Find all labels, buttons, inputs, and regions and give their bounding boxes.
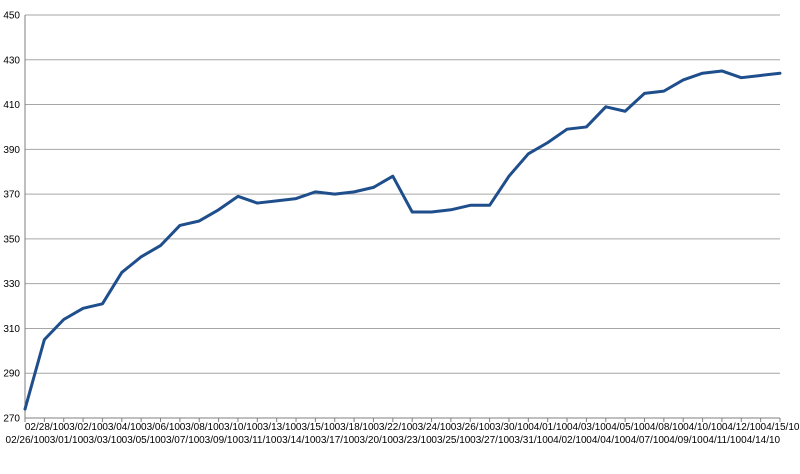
data-point (565, 127, 569, 131)
data-point (314, 190, 317, 194)
x-tick-label: 03/18/10 (335, 422, 374, 433)
y-tick-label: 310 (3, 324, 20, 335)
x-tick-label: 03/17/10 (315, 435, 354, 446)
data-point (527, 152, 530, 156)
gridlines (25, 14, 780, 419)
data-point (410, 210, 414, 214)
data-point (643, 92, 646, 95)
x-tick-label: 03/24/10 (412, 422, 451, 433)
data-point (740, 76, 743, 79)
data-point (236, 195, 240, 198)
x-tick-label: 04/01/10 (528, 422, 567, 433)
y-tick-label: 410 (3, 100, 20, 111)
y-tick-label: 350 (3, 234, 20, 245)
data-point (720, 69, 724, 73)
x-tick-label: 03/14/10 (277, 435, 316, 446)
y-tick-label: 450 (3, 11, 20, 22)
x-tick-label: 04/04/10 (586, 435, 625, 446)
data-point (294, 197, 298, 200)
data-point (43, 338, 46, 341)
data-point (62, 318, 65, 321)
data-point (759, 74, 762, 77)
data-point (391, 175, 395, 178)
data-point (333, 192, 336, 196)
data-point (178, 224, 182, 227)
x-tick-label: 03/23/10 (393, 435, 432, 446)
x-tick-label: 04/15/10 (761, 422, 800, 433)
x-tick-label: 03/25/10 (431, 435, 470, 446)
data-point (81, 307, 85, 310)
data-point (662, 89, 666, 93)
data-point (159, 244, 162, 247)
x-tick-label: 02/28/10 (25, 422, 64, 433)
data-point (217, 208, 220, 211)
y-tick-labels: 270 290 310 330 350 370 390 410 430 450 (3, 11, 20, 425)
data-point (120, 271, 123, 274)
data-point (275, 199, 278, 203)
data-point (623, 110, 627, 113)
x-tick-label: 04/09/10 (664, 435, 703, 446)
y-tick-label: 390 (3, 145, 20, 156)
data-point (198, 219, 201, 223)
data-point (585, 125, 588, 129)
data-point (352, 190, 356, 194)
x-tick-label: 03/30/10 (490, 422, 529, 433)
data-point (372, 186, 375, 189)
x-tick-label: 03/09/10 (199, 435, 238, 446)
x-tick-label: 03/10/10 (218, 422, 257, 433)
data-point (430, 210, 433, 214)
x-tick-label: 03/04/10 (102, 422, 141, 433)
x-tick-labels: 02/26/10 02/28/10 03/01/10 03/02/10 03/03/10… (6, 422, 800, 446)
x-tick-label: 03/15/10 (296, 422, 335, 433)
data-point (449, 208, 453, 211)
data-point (604, 105, 607, 108)
data-point (23, 407, 27, 411)
data-point (469, 204, 472, 207)
x-tick-label: 03/07/10 (160, 435, 199, 446)
x-tick-label: 03/26/10 (451, 422, 490, 433)
y-tick-label: 430 (3, 55, 20, 66)
x-tick-label: 03/13/10 (257, 422, 296, 433)
data-point (682, 78, 685, 82)
data-point (139, 255, 143, 258)
data-point (546, 141, 549, 144)
data-point (778, 72, 782, 75)
series-layer (23, 69, 782, 411)
axes (24, 15, 781, 422)
x-tick-label: 03/11/10 (238, 435, 277, 446)
x-tick-label: 04/03/10 (567, 422, 606, 433)
x-tick-label: 02/26/10 (6, 435, 45, 446)
y-tick-label: 290 (3, 369, 20, 380)
x-tick-label: 03/06/10 (141, 422, 180, 433)
y-tick-label: 270 (3, 414, 20, 425)
x-tick-label: 03/08/10 (180, 422, 219, 433)
data-point (507, 175, 511, 178)
x-tick-label: 03/01/10 (44, 435, 83, 446)
x-tick-label: 03/22/10 (373, 422, 412, 433)
data-point (256, 201, 259, 205)
data-point (701, 72, 704, 75)
x-tick-label: 03/02/10 (64, 422, 103, 433)
x-tick-label: 04/11/10 (703, 435, 742, 446)
series-line (23, 69, 782, 411)
x-tick-label: 03/05/10 (122, 435, 161, 446)
x-tick-label: 04/10/10 (683, 422, 722, 433)
y-tick-label: 330 (3, 279, 20, 290)
x-tick-label: 03/03/10 (83, 435, 122, 446)
x-tick-label: 04/05/10 (606, 422, 645, 433)
x-tick-label: 03/31/10 (509, 435, 548, 446)
x-tick-label: 04/12/10 (722, 422, 761, 433)
x-tick-label: 04/08/10 (644, 422, 683, 433)
data-point (101, 302, 104, 306)
x-tick-label: 04/07/10 (625, 435, 664, 446)
data-point (488, 204, 491, 207)
x-tick-label: 03/20/10 (354, 435, 393, 446)
y-tick-label: 370 (3, 190, 20, 201)
x-tick-label: 04/02/10 (548, 435, 587, 446)
x-tick-label: 04/14/10 (741, 435, 780, 446)
x-tick-label: 03/27/10 (470, 435, 509, 446)
